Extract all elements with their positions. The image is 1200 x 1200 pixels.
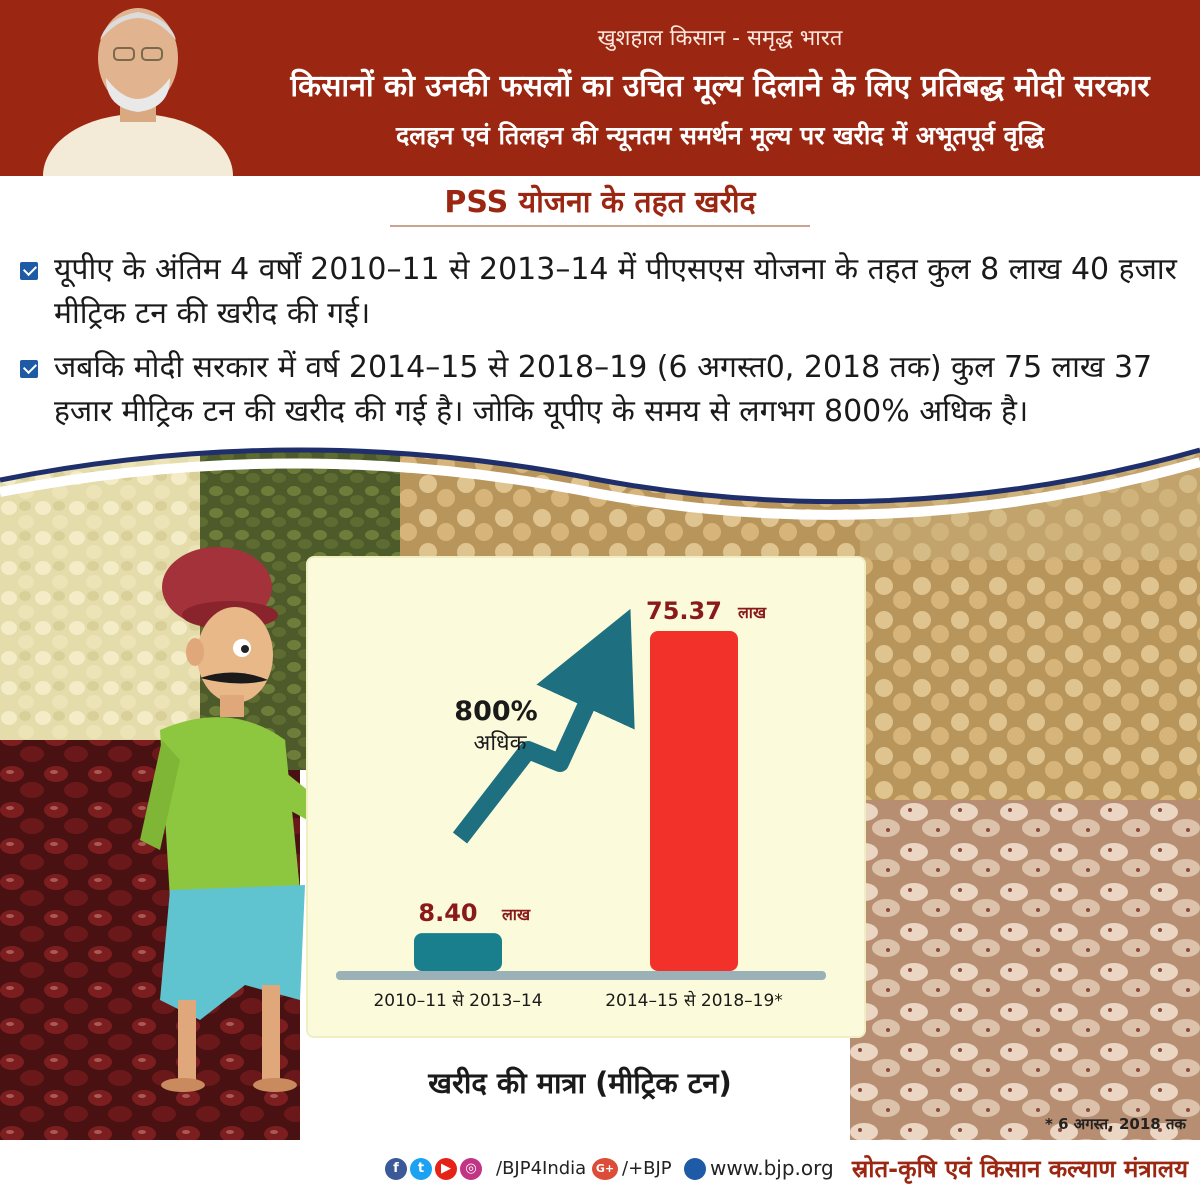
bullet-text: जबकि मोदी सरकार में वर्ष 2014–15 से 2018… — [54, 350, 1153, 429]
bar-2 — [650, 631, 738, 971]
bullet-item: जबकि मोदी सरकार में वर्ष 2014–15 से 2018… — [20, 346, 1190, 434]
twitter-icon[interactable]: t — [410, 1158, 432, 1180]
section-title: PSS योजना के तहत खरीद — [444, 185, 756, 220]
bullet-text: यूपीए के अंतिम 4 वर्षों 2010–11 से 2013–… — [54, 252, 1177, 331]
checkbox-bullet-icon — [20, 360, 38, 378]
chart-xlabel: खरीद की मात्रा (मीट्रिक टन) — [363, 1056, 797, 1110]
portrait-illustration — [43, 8, 233, 176]
category-label: 2014–15 से 2018–19* — [605, 990, 783, 1011]
headline: किसानों को उनकी फसलों का उचित मूल्य दिला… — [290, 69, 1150, 104]
google-plus-icon[interactable]: G+ — [592, 1158, 618, 1180]
bar-unit-label: लाख — [737, 603, 767, 622]
growth-arrow — [452, 608, 635, 844]
grains-background — [0, 440, 1200, 1160]
checkbox-bullet-icon — [20, 262, 38, 280]
footnote: * 6 अगस्त, 2018 तक — [1045, 1115, 1186, 1133]
section-divider — [390, 225, 810, 227]
facebook-icon[interactable]: f — [385, 1158, 407, 1180]
growth-word: अधिक — [474, 730, 528, 756]
bar-value-label: 75.37 — [646, 597, 722, 625]
youtube-icon[interactable]: ▶ — [435, 1158, 457, 1180]
category-label: 2010–11 से 2013–14 — [373, 990, 542, 1011]
header-banner: खुशहाल किसान - समृद्ध भारत किसानों को उन… — [0, 0, 1200, 176]
farmer-illustration — [140, 547, 377, 1092]
social-handle[interactable]: /BJP4India — [496, 1158, 587, 1179]
bar-chart: 800% अधिक 8.40 लाख 2010–11 से 2013–14 75.37… — [336, 597, 826, 1011]
globe-icon — [684, 1158, 706, 1180]
bullet-item: यूपीए के अंतिम 4 वर्षों 2010–11 से 2013–… — [20, 248, 1190, 336]
chart-panel: 800% अधिक 8.40 लाख 2010–11 से 2013–14 75.37… — [308, 558, 864, 1036]
source-credit: स्रोत-कृषि एवं किसान कल्याण मंत्रालय — [851, 1155, 1188, 1183]
social-icons: f t ▶ ◎ — [385, 1158, 485, 1180]
chart-baseline — [336, 971, 826, 980]
bar-unit-label: लाख — [501, 905, 531, 924]
subheadline: दलहन एवं तिलहन की न्यूनतम समर्थन मूल्य प… — [395, 121, 1045, 150]
instagram-icon[interactable]: ◎ — [460, 1158, 482, 1180]
bar-value-label: 8.40 — [418, 899, 477, 927]
footer: f t ▶ ◎ /BJP4India G+ /+BJP www.bjp.org स्र… — [0, 1140, 1200, 1200]
website-link[interactable]: www.bjp.org — [710, 1156, 834, 1180]
growth-percentage: 800% — [454, 696, 537, 727]
bar-1 — [414, 933, 502, 971]
tagline: खुशहाल किसान - समृद्ध भारत — [597, 26, 843, 51]
gplus-handle[interactable]: /+BJP — [622, 1158, 672, 1179]
